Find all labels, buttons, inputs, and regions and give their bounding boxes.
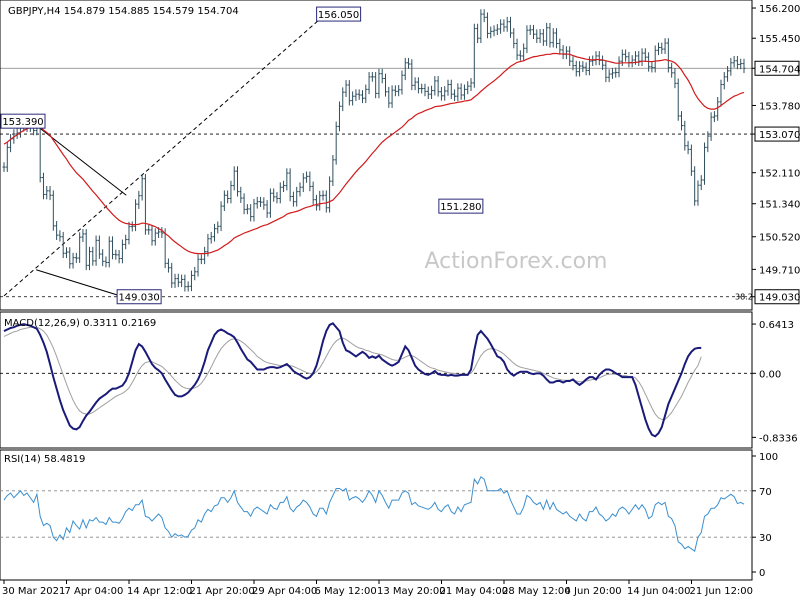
x-tick-label-7: 21 May 04:00 (440, 586, 509, 597)
macd-series-macd (3, 322, 702, 438)
rsi-panel-frame (0, 449, 753, 581)
rsi-levels (0, 490, 752, 538)
callout-text-0: 153.390 (2, 117, 43, 128)
x-tick-label-5: 6 May 12:00 (315, 586, 377, 597)
rsi-y-axis: 100 70 30 0 (752, 452, 778, 579)
x-tick-label-3: 21 Apr 20:00 (190, 586, 255, 597)
price-marker-2 (754, 289, 800, 305)
price-marker-text-0: 154.704 (759, 64, 800, 75)
rsi-title: RSI(14) 58.4819 (4, 454, 85, 465)
price-tick-label-3: 153.780 (759, 101, 800, 112)
price-tick-label-8: 149.710 (759, 265, 800, 276)
ma-line (3, 52, 745, 255)
price-tick-label-1: 155.450 (759, 34, 800, 45)
price-tick-label-7: 150.520 (759, 233, 800, 244)
macd-panel-frame (0, 311, 753, 449)
rsi-tick-label-3: 0 (759, 568, 765, 579)
callout-text-2: 149.030 (118, 293, 159, 304)
price-marker-text-2: 149.030 (759, 293, 800, 304)
rsi-line (3, 476, 745, 552)
macd-tick-label-0: 0.6413 (759, 320, 794, 331)
price-tick-label-0: 156.200 (759, 4, 800, 15)
callout-box-0 (0, 113, 46, 129)
callout-text-3: 151.280 (440, 202, 481, 213)
watermark-text: ActionForex.com (425, 249, 608, 274)
price-callouts: 153.390 156.050 149.030 151.280 (0, 6, 484, 305)
macd-tick-label-1: 0.00 (759, 369, 781, 380)
rsi-tick-label-1: 70 (759, 487, 772, 498)
x-tick-label-8: 28 May 12:00 (502, 586, 571, 597)
price-marker-0 (754, 60, 800, 76)
trendline-1 (36, 269, 130, 300)
price-tick-label-6: 151.340 (759, 200, 800, 211)
trendlines (3, 13, 327, 300)
moving-average (3, 52, 745, 255)
x-tick-label-9: 4 Jun 20:00 (565, 586, 622, 597)
trendline-2 (3, 13, 327, 297)
x-tick-label-6: 13 May 20:00 (377, 586, 446, 597)
rsi-tick-label-0: 100 (759, 452, 778, 463)
trendline-0 (32, 122, 127, 196)
macd-title: MACD(12,26,9) 0.3311 0.2169 (4, 318, 156, 329)
x-tick-label-2: 14 Apr 12:00 (127, 586, 192, 597)
macd-tick-label-2: -0.8336 (759, 433, 798, 444)
macd-y-axis: 0.6413 0.00 -0.8336 (752, 320, 798, 444)
x-tick-label-4: 29 Apr 04:00 (252, 586, 317, 597)
rsi-series (3, 476, 745, 552)
price-horizontal-lines (0, 67, 752, 298)
price-tick-label-5: 152.110 (759, 169, 800, 180)
price-title: GBPJPY,H4 154.879 154.885 154.579 154.70… (8, 6, 239, 17)
x-tick-label-10: 14 Jun 04:00 (627, 586, 691, 597)
x-tick-label-11: 21 Jun 12:00 (690, 586, 754, 597)
price-marker-text-1: 153.070 (759, 130, 800, 141)
fib-note: 38.2 (735, 293, 753, 302)
price-y-axis: 156.200 155.450 154.704 153.780 153.070 152.1… (735, 4, 800, 305)
x-tick-label-0: 30 Mar 2021 (2, 586, 65, 597)
callout-box-2 (116, 289, 162, 305)
price-panel-frame (0, 0, 753, 311)
callout-text-1: 156.050 (318, 10, 359, 21)
x-tick-label-1: 7 Apr 04:00 (65, 586, 124, 597)
callout-box-3 (438, 198, 484, 214)
callout-box-1 (316, 6, 362, 22)
rsi-tick-label-2: 30 (759, 533, 772, 544)
price-marker-1 (754, 126, 800, 142)
macd-lines (3, 322, 702, 438)
